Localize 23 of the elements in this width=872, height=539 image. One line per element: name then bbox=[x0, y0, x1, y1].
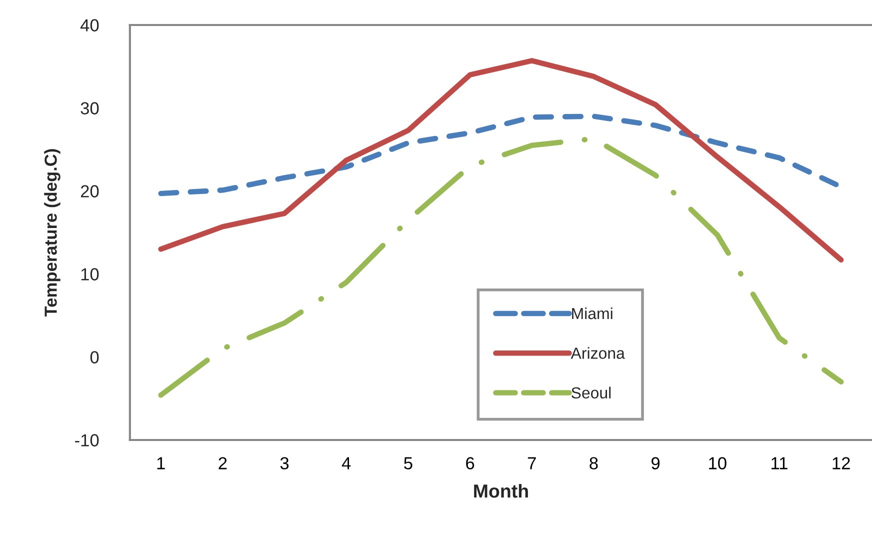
y-axis-title: Temperature (deg.C) bbox=[44, 149, 60, 317]
y-tick-label: -10 bbox=[75, 434, 99, 446]
x-tick-label: 8 bbox=[590, 457, 598, 470]
legend-label: Seoul bbox=[572, 386, 611, 399]
x-tick-label: 2 bbox=[218, 457, 227, 470]
y-tick-label: 10 bbox=[81, 268, 99, 280]
x-axis-title: Month bbox=[474, 484, 528, 498]
legend-label: Miami bbox=[572, 307, 612, 320]
y-tick-label: 30 bbox=[80, 102, 99, 114]
x-tick-label: 3 bbox=[280, 457, 289, 470]
y-tick-label: 40 bbox=[80, 19, 99, 32]
y-tick-label: 0 bbox=[90, 351, 99, 364]
x-tick-label: 6 bbox=[466, 457, 474, 470]
x-tick-label: 10 bbox=[709, 457, 726, 470]
legend-label: Arizona bbox=[570, 347, 625, 359]
x-tick-label: 4 bbox=[342, 457, 351, 470]
x-tick-label: 9 bbox=[652, 457, 660, 470]
x-tick-label: 1 bbox=[157, 457, 165, 470]
x-tick-label: 5 bbox=[404, 457, 412, 470]
x-tick-label: 7 bbox=[528, 457, 536, 470]
x-tick-label: 12 bbox=[832, 457, 850, 470]
y-tick-label: 20 bbox=[80, 185, 99, 198]
x-tick-label: 11 bbox=[772, 457, 788, 470]
